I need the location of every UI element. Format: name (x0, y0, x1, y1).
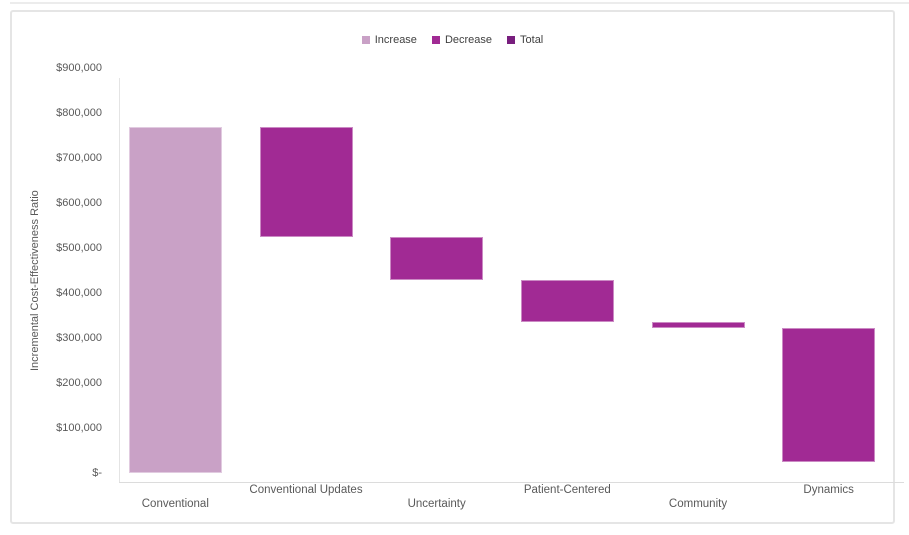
chart-legend: Increase Decrease Total (12, 33, 893, 47)
legend-label-decrease: Decrease (444, 34, 493, 46)
window-top-edge (10, 2, 909, 4)
y-tick-label: $300,000 (56, 332, 102, 344)
y-tick-label: $- (92, 467, 102, 479)
legend-item-decrease: Decrease (431, 34, 493, 46)
legend-item-total: Total (507, 34, 543, 46)
x-category-label-conventional: Conventional (141, 498, 209, 510)
x-category-label-community: Community (668, 498, 728, 510)
y-tick-label: $600,000 (56, 197, 102, 209)
y-tick-label: $200,000 (56, 377, 102, 389)
bar-conventional (128, 126, 222, 473)
bar-community (651, 322, 745, 328)
x-category-label-dynamics: Dynamics (803, 484, 854, 496)
bar-conventional-updates (259, 126, 353, 237)
legend-swatch-total (507, 36, 516, 44)
bar-patient-centered (520, 279, 614, 323)
x-category-label-patient-centered: Patient-Centered (523, 484, 611, 496)
y-tick-label: $800,000 (56, 107, 102, 119)
y-tick-label: $500,000 (56, 242, 102, 254)
y-axis-line (119, 78, 120, 483)
x-category-label-uncertainty: Uncertainty (407, 498, 466, 510)
x-axis-line (119, 482, 904, 483)
chart-container: Increase Decrease Total Incremental Cost-E… (10, 10, 904, 524)
y-tick-label: $700,000 (56, 152, 102, 164)
legend-label-increase: Increase (374, 34, 417, 46)
y-tick-label: $100,000 (56, 422, 102, 434)
legend-swatch-decrease (431, 36, 440, 44)
legend-item-increase: Increase (361, 34, 417, 46)
y-tick-label: $900,000 (56, 62, 102, 74)
legend-swatch-increase (361, 36, 370, 44)
x-category-label-conventional-updates: Conventional Updates (249, 484, 363, 496)
y-tick-label: $400,000 (56, 287, 102, 299)
bar-dynamics (782, 327, 876, 462)
legend-label-total: Total (520, 34, 544, 46)
bar-uncertainty (390, 236, 484, 280)
